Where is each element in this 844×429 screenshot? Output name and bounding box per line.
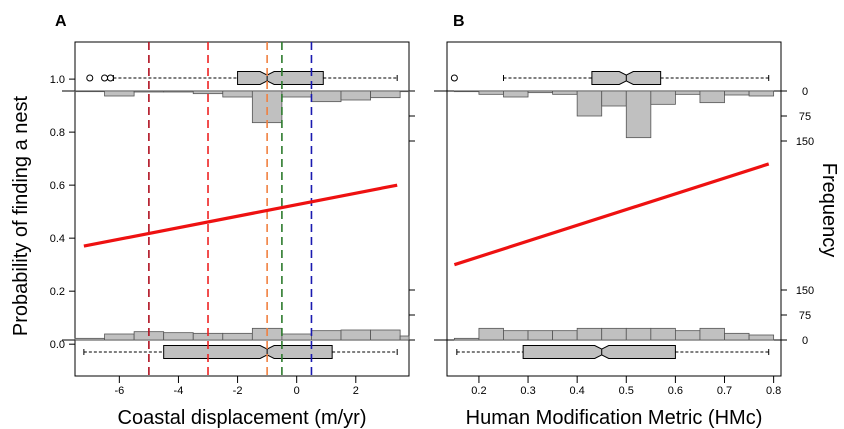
x-tick-label: 0.6 (668, 385, 683, 397)
freq-tick-label: 150 (796, 285, 814, 297)
top-hist-bar (552, 90, 578, 95)
top-boxplot-outlier (101, 74, 109, 82)
top-hist-bar (453, 90, 480, 93)
x-tick-label: 0 (294, 385, 300, 397)
bottom-boxplot-box (522, 345, 676, 359)
bottom-hist-bar (601, 327, 627, 341)
x-tick-label: 0.2 (471, 385, 486, 397)
bottom-hist-bar (453, 337, 480, 341)
top-hist-bar (576, 90, 603, 117)
bottom-hist-bar (222, 332, 253, 341)
x-axis-label: Human Modification Metric (HMc) (466, 407, 763, 429)
bottom-hist-bar (724, 332, 750, 341)
top-hist-bar (503, 90, 529, 98)
bottom-hist-bar (311, 330, 342, 341)
x-tick-label: 0.7 (717, 385, 732, 397)
panel-label: B (453, 13, 465, 30)
freq-tick-label: 75 (799, 310, 811, 322)
top-hist-bar (281, 90, 312, 98)
bottom-hist-bar (340, 329, 371, 341)
bottom-hist-bar (163, 332, 194, 341)
top-hist-bar (601, 90, 627, 107)
bottom-hist-bar (674, 330, 701, 341)
plot-frame (74, 41, 410, 377)
bottom-hist-bar (74, 337, 105, 341)
bottom-hist-bar (552, 330, 578, 341)
top-hist-bar (222, 90, 253, 98)
panel-a: A -6 -4 -2 0 2 Coastal displacement (m/yr) 0.0 0… (50, 13, 415, 429)
freq-tick-label: 0 (802, 335, 808, 347)
bottom-hist-bar (527, 330, 554, 341)
top-hist-bar (74, 90, 105, 93)
top-boxplot-outlier (450, 74, 458, 82)
top-hist-bar (311, 90, 342, 103)
bottom-hist-bar (699, 327, 725, 341)
top-hist-bar (699, 90, 725, 104)
top-boxplot-outlier (86, 74, 94, 82)
top-hist-bar (340, 90, 371, 101)
top-boxplot-outlier (106, 74, 114, 82)
x-tick-label: 0.5 (619, 385, 634, 397)
top-hist-bar (724, 90, 750, 96)
bottom-hist-bar (576, 327, 603, 341)
frequency-axis-title: Frequency (818, 163, 840, 258)
top-hist-bar (478, 90, 504, 95)
x-tick-label: -4 (174, 385, 184, 397)
top-hist-bar (748, 90, 775, 97)
y-axis-title: Probability of finding a nest (10, 95, 32, 336)
top-hist-bar (104, 90, 135, 97)
x-tick-label: 0.4 (570, 385, 585, 397)
x-tick-label: 0.8 (766, 385, 781, 397)
bottom-hist-bar (748, 334, 775, 341)
plot-frame (446, 41, 782, 377)
top-hist-bar (650, 90, 676, 105)
y-tick-label: 0.6 (50, 180, 65, 192)
y-tick-label: 1.0 (50, 74, 65, 86)
x-tick-label: 2 (353, 385, 359, 397)
x-tick-label: -6 (114, 385, 124, 397)
bottom-hist-bar (399, 335, 410, 341)
freq-tick-label: 0 (802, 86, 808, 98)
bottom-hist-bar (625, 327, 652, 341)
bottom-boxplot-box (163, 345, 333, 359)
y-tick-label: 0.2 (50, 286, 65, 298)
bottom-hist-bar (503, 330, 529, 341)
y-tick-label: 0.0 (50, 339, 65, 351)
top-hist-bar (370, 90, 401, 99)
y-tick-label: 0.8 (50, 127, 65, 139)
top-hist-bar (192, 90, 224, 95)
bottom-hist-bar (104, 333, 135, 341)
y-tick-label: 0.4 (50, 233, 65, 245)
x-tick-label: 0.3 (520, 385, 535, 397)
top-hist-bar (399, 90, 410, 93)
freq-tick-label: 75 (799, 111, 811, 123)
x-axis-label: Coastal displacement (m/yr) (118, 407, 367, 429)
fitted-probability-line (83, 183, 398, 248)
top-hist-bar (527, 90, 554, 94)
top-hist-bar (625, 90, 652, 139)
bottom-hist-bar (650, 327, 676, 341)
bottom-hist-bar (370, 329, 401, 341)
freq-tick-label: 150 (796, 136, 814, 148)
x-tick-label: -2 (233, 385, 243, 397)
panel-label: A (55, 13, 67, 30)
bottom-hist-bar (281, 333, 312, 341)
top-hist-bar (674, 90, 701, 95)
fitted-probability-line (453, 162, 770, 267)
bottom-hist-bar (478, 327, 504, 341)
top-hist-bar (163, 90, 194, 93)
top-boxplot-box (237, 71, 324, 85)
top-hist-bar (133, 90, 165, 93)
